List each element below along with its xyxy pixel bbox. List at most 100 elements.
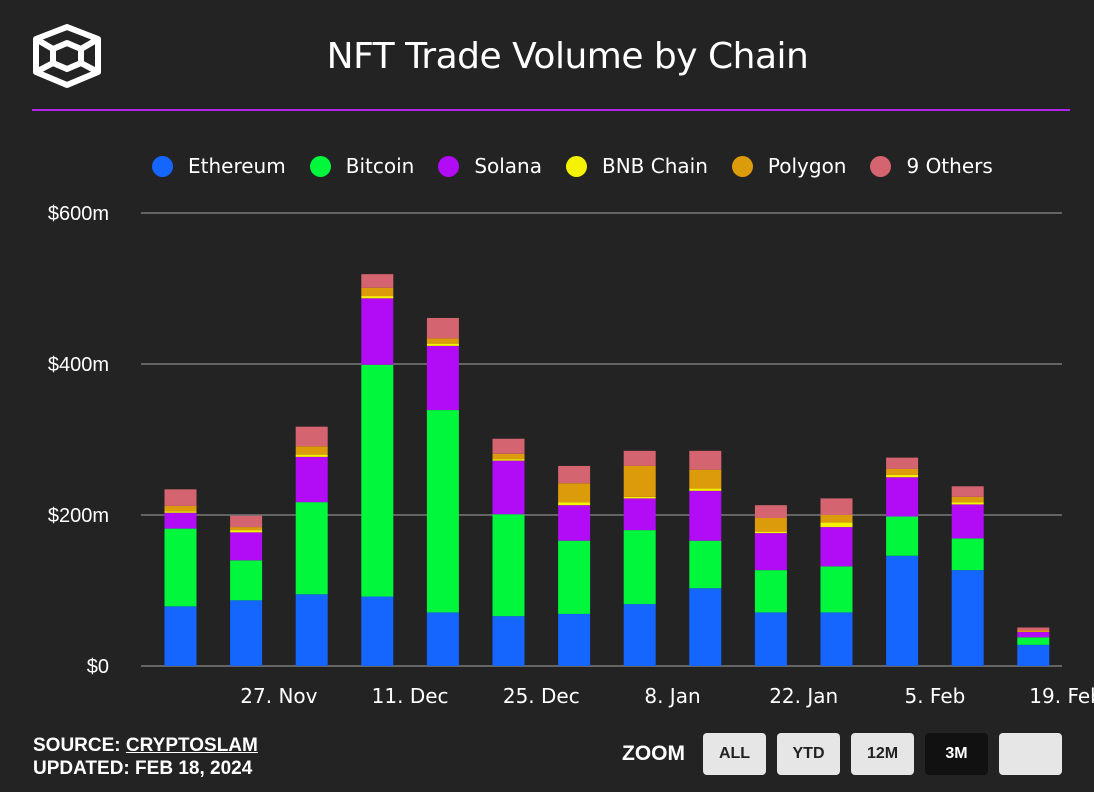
bar-segment-bnb-chain [492, 459, 525, 461]
bar-segment-solana [951, 504, 984, 539]
legend-item-bnb-chain[interactable]: BNB Chain [566, 154, 708, 178]
bar-segment-ethereum [754, 612, 787, 666]
legend-label: Ethereum [188, 154, 286, 178]
bar-segment-9-others [820, 498, 853, 515]
updated-date: FEB 18, 2024 [135, 758, 253, 779]
bar-segment-bnb-chain [558, 502, 591, 506]
bar-segment-solana [754, 533, 787, 571]
bar-segment-ethereum [164, 606, 197, 666]
bar-segment-9-others [164, 489, 197, 506]
legend-item-polygon[interactable]: Polygon [731, 154, 846, 178]
cube-logo-icon [33, 24, 101, 88]
bar-segment-bnb-chain [754, 531, 787, 534]
bar-segment-solana [558, 505, 591, 541]
legend-label: 9 Others [906, 154, 993, 178]
legend-label: Bitcoin [345, 154, 415, 178]
x-tick-label: 19. Feb [1029, 684, 1094, 708]
x-tick-label: 25. Dec [503, 684, 580, 708]
y-tick-label: $0 [87, 656, 109, 678]
source-info: SOURCE: CRYPTOSLAM UPDATED: FEB 18, 2024 [33, 734, 258, 780]
bar-segment-ethereum [558, 613, 591, 666]
x-tick-label: 8. Jan [644, 684, 700, 708]
legend-item-ethereum[interactable]: Ethereum [152, 154, 286, 178]
bar-segment-ethereum [295, 594, 328, 666]
bar-segment-ethereum [426, 612, 459, 666]
bar-segment-bitcoin [558, 540, 591, 614]
bar-segment-ethereum [623, 604, 656, 666]
bar-segment-solana [164, 512, 197, 529]
x-tick-label: 11. Dec [372, 684, 449, 708]
legend-item-others[interactable]: 9 Others [870, 154, 993, 178]
bar-segment-polygon [820, 515, 853, 523]
legend-item-solana[interactable]: Solana [438, 154, 542, 178]
zoom-12m-button[interactable]: 12M [851, 733, 914, 775]
bar-segment-polygon [754, 518, 787, 532]
bar-segment-ethereum [951, 570, 984, 666]
bar-segment-ethereum [361, 596, 394, 666]
bar-segment-9-others [623, 450, 656, 466]
y-tick-label: $200m [48, 505, 109, 527]
zoom-custom-button[interactable] [999, 733, 1062, 775]
bar-segment-bnb-chain [886, 474, 919, 478]
bar-segment-bnb-chain [951, 502, 984, 505]
bar-segment-polygon [426, 338, 459, 344]
bar-segment-9-others [951, 486, 984, 497]
bar-segment-bitcoin [951, 538, 984, 571]
bar-segment-solana [1017, 632, 1050, 638]
bar-segment-9-others [492, 438, 525, 454]
source-link[interactable]: CRYPTOSLAM [125, 735, 258, 756]
x-tick-label: 27. Nov [240, 684, 317, 708]
updated-label: UPDATED: [33, 758, 130, 779]
legend-item-bitcoin[interactable]: Bitcoin [309, 154, 415, 178]
bar-segment-solana [623, 498, 656, 531]
legend-dot-icon [309, 155, 331, 177]
bar-segment-9-others [689, 450, 722, 470]
bar-segment-bnb-chain [820, 522, 853, 528]
bar-segment-bitcoin [492, 514, 525, 617]
x-tick-label: 5. Feb [904, 684, 965, 708]
bar-segment-solana [295, 456, 328, 503]
legend-label: Solana [474, 154, 542, 178]
bar-segment-9-others [1017, 627, 1050, 631]
y-tick-label: $400m [48, 354, 109, 376]
bar-segment-9-others [426, 317, 459, 339]
legend-dot-icon [566, 155, 587, 177]
bar-segment-solana [426, 345, 459, 411]
legend-label: BNB Chain [602, 154, 708, 178]
bar-segment-bitcoin [1017, 637, 1050, 645]
bar-segment-bnb-chain [689, 488, 722, 491]
bar-segment-polygon [689, 469, 722, 489]
bar-segment-bitcoin [886, 516, 919, 556]
zoom-3m-button[interactable]: 3M [925, 733, 988, 775]
bar-segment-polygon [951, 496, 984, 503]
bar-segment-bnb-chain [230, 530, 263, 533]
bar-segment-bitcoin [164, 528, 197, 607]
bar-segment-polygon [623, 465, 656, 497]
x-tick-label: 22. Jan [769, 684, 838, 708]
bar-segment-ethereum [886, 555, 919, 666]
zoom-all-button[interactable]: ALL [703, 733, 766, 775]
zoom-ytd-button[interactable]: YTD [777, 733, 840, 775]
bar-segment-bitcoin [820, 566, 853, 613]
bar-segment-bnb-chain [426, 343, 459, 346]
bar-segment-9-others [295, 426, 328, 447]
bar-segment-polygon [295, 446, 328, 455]
bar-segment-polygon [164, 505, 197, 512]
bar-segment-solana [230, 532, 263, 561]
bar-segment-ethereum [230, 600, 263, 666]
bar-segment-bitcoin [295, 502, 328, 595]
bar-segment-9-others [886, 457, 919, 469]
title-divider [32, 109, 1070, 111]
legend-dot-icon [870, 155, 892, 177]
bar-segment-ethereum [1017, 644, 1050, 666]
bar-segment-9-others [361, 274, 394, 288]
bar-segment-ethereum [492, 616, 525, 666]
legend-dot-icon [731, 155, 753, 177]
bar-segment-polygon [886, 468, 919, 475]
bar-segment-polygon [230, 527, 263, 531]
page-title: NFT Trade Volume by Chain [326, 36, 809, 77]
bar-segment-solana [361, 298, 394, 365]
bar-segment-polygon [361, 287, 394, 297]
bar-segment-bitcoin [426, 410, 459, 613]
bar-segment-bitcoin [230, 560, 263, 601]
